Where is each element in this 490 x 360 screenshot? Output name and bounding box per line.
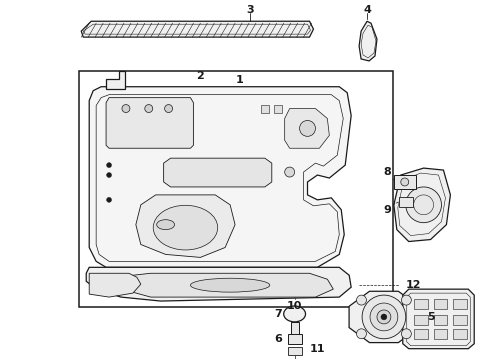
Bar xyxy=(453,315,467,325)
Ellipse shape xyxy=(157,220,174,230)
Bar xyxy=(79,71,393,307)
Text: 9: 9 xyxy=(383,205,391,215)
Text: 3: 3 xyxy=(246,5,254,15)
Polygon shape xyxy=(164,158,272,187)
Text: 4: 4 xyxy=(363,5,371,15)
Circle shape xyxy=(381,314,387,320)
Circle shape xyxy=(401,178,409,186)
Circle shape xyxy=(299,121,316,136)
Text: 11: 11 xyxy=(310,344,325,354)
Polygon shape xyxy=(106,71,125,89)
Bar xyxy=(399,197,413,207)
Polygon shape xyxy=(394,168,450,242)
Circle shape xyxy=(122,105,130,113)
Circle shape xyxy=(165,105,172,113)
Polygon shape xyxy=(81,21,314,37)
Bar xyxy=(394,175,416,189)
Circle shape xyxy=(370,303,398,331)
Polygon shape xyxy=(89,273,141,297)
Bar xyxy=(414,299,428,309)
Circle shape xyxy=(357,329,367,339)
Bar xyxy=(434,329,447,339)
Polygon shape xyxy=(285,109,329,148)
Circle shape xyxy=(377,310,391,324)
Text: 1: 1 xyxy=(236,75,244,85)
Circle shape xyxy=(285,167,294,177)
Bar xyxy=(288,347,301,355)
Bar xyxy=(434,315,447,325)
Circle shape xyxy=(362,295,406,339)
Ellipse shape xyxy=(284,306,306,322)
Polygon shape xyxy=(106,98,194,148)
Bar xyxy=(261,105,269,113)
Polygon shape xyxy=(349,291,419,343)
Circle shape xyxy=(401,295,411,305)
Text: 7: 7 xyxy=(274,309,282,319)
Circle shape xyxy=(406,187,441,223)
Polygon shape xyxy=(123,273,333,297)
Ellipse shape xyxy=(153,205,218,250)
Circle shape xyxy=(401,329,411,339)
Bar xyxy=(434,299,447,309)
Polygon shape xyxy=(89,87,351,267)
Bar xyxy=(453,329,467,339)
Ellipse shape xyxy=(191,278,270,292)
Bar xyxy=(288,334,301,344)
Bar xyxy=(414,315,428,325)
Circle shape xyxy=(107,163,112,168)
Polygon shape xyxy=(136,195,235,257)
Text: 12: 12 xyxy=(406,280,421,290)
Text: 10: 10 xyxy=(287,301,302,311)
Text: 5: 5 xyxy=(427,312,434,322)
Text: 2: 2 xyxy=(196,71,204,81)
Circle shape xyxy=(145,105,153,113)
Bar xyxy=(414,329,428,339)
Text: 8: 8 xyxy=(383,167,391,177)
Polygon shape xyxy=(86,267,351,301)
Polygon shape xyxy=(359,21,377,61)
Bar xyxy=(274,105,282,113)
Circle shape xyxy=(357,295,367,305)
Text: 6: 6 xyxy=(274,334,282,344)
Circle shape xyxy=(107,197,112,202)
Polygon shape xyxy=(403,289,474,349)
Bar xyxy=(453,299,467,309)
Polygon shape xyxy=(291,322,298,336)
Circle shape xyxy=(107,172,112,177)
